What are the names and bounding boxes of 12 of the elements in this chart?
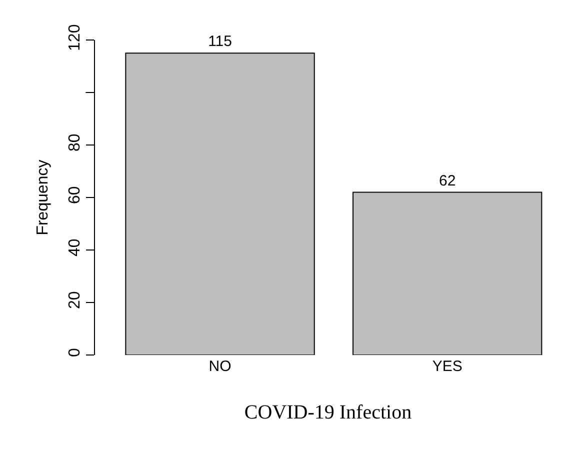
y-tick-label: 0 xyxy=(66,348,84,358)
data-label: 62 xyxy=(438,172,456,190)
data-label: 115 xyxy=(208,33,232,50)
y-tick-label: 60 xyxy=(66,186,84,204)
x-tick-label: YES xyxy=(432,358,462,375)
y-tick-label: 120 xyxy=(66,24,84,51)
y-tick-label: 20 xyxy=(66,291,84,309)
x-tick-label: NO xyxy=(208,358,232,375)
y-axis-title: Frequency xyxy=(34,160,52,236)
y-tick-label: 80 xyxy=(66,134,84,152)
y-tick-label: 40 xyxy=(66,238,84,256)
x-axis-title: COVID-19 Infection xyxy=(244,402,412,424)
